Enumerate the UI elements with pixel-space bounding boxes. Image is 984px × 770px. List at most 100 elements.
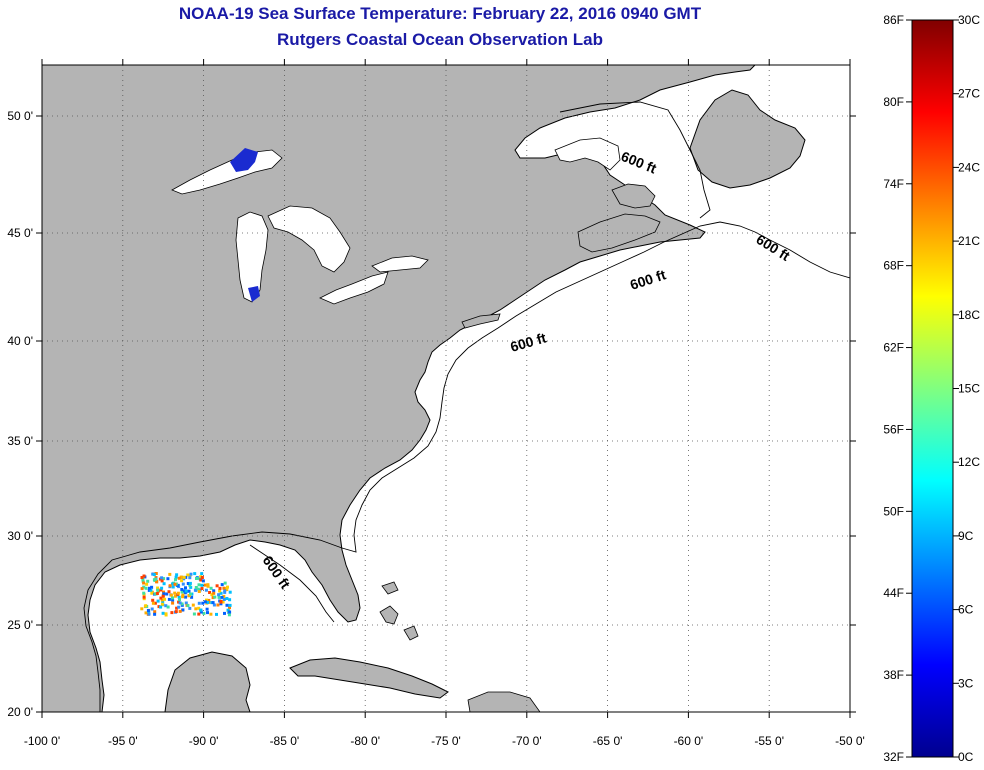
sst-pixel [180, 588, 184, 591]
sst-pixel [155, 579, 159, 583]
sst-pixel [141, 579, 145, 583]
sst-pixel [192, 612, 196, 616]
sst-pixel [184, 601, 188, 605]
sst-pixel [145, 582, 149, 586]
lon-tick-label: -80 0' [350, 734, 380, 748]
sst-pixel [153, 610, 157, 614]
sst-pixel [206, 611, 209, 615]
sst-pixel [160, 579, 164, 583]
colorbar-c-label: 0C [958, 750, 974, 764]
lat-tick-label: 25 0' [7, 618, 33, 632]
sst-pixel [191, 603, 195, 607]
sst-pixel [186, 582, 190, 585]
lon-tick-label: -60 0' [674, 734, 704, 748]
sst-pixel [225, 597, 229, 600]
sst-pixel [140, 587, 144, 591]
sst-pixel [219, 591, 223, 595]
lat-tick-label: 50 0' [7, 109, 33, 123]
sst-pixel [142, 585, 146, 589]
colorbar-f-label: 62F [883, 341, 904, 355]
sst-pixel [171, 582, 174, 586]
bahamas-land [379, 581, 419, 641]
sst-pixel [197, 583, 201, 587]
sst-pixel [153, 612, 157, 616]
sst-pixel [226, 608, 230, 612]
colorbar-f-label: 56F [883, 422, 904, 436]
sst-pixel [225, 587, 228, 590]
sst-pixel [187, 589, 191, 593]
sst-pixel [161, 611, 165, 615]
sst-pixel [178, 609, 182, 613]
sst-pixel [202, 611, 206, 615]
sst-pixel [201, 601, 205, 605]
sst-pixel [168, 584, 172, 588]
sst-pixel [215, 584, 219, 588]
sst-pixel [193, 588, 197, 592]
sst-pixel [213, 595, 217, 599]
colorbar-f-label: 74F [883, 177, 904, 191]
sst-pixel [197, 606, 201, 610]
lake-huron [267, 205, 351, 273]
sst-pixel [159, 588, 163, 592]
sst-pixel [189, 585, 193, 589]
sst-pixel [171, 598, 175, 602]
sst-pixel [171, 601, 175, 605]
colorbar-c-label: 18C [958, 308, 980, 322]
sst-pixel [183, 589, 186, 593]
isobath-600ft-gulf-north [249, 544, 335, 623]
lat-tick-label: 40 0' [7, 334, 33, 348]
colorbar-c-label: 21C [958, 234, 980, 248]
sst-pixel [156, 586, 160, 590]
colorbar-f-label: 32F [883, 750, 904, 764]
sst-pixel [186, 604, 190, 608]
sst-pixel [157, 605, 161, 609]
sst-pixel [162, 590, 165, 594]
sst-pixel [140, 576, 144, 579]
sst-pixel [222, 598, 226, 601]
nova-scotia-land [577, 213, 661, 253]
colorbar-c-label: 6C [958, 603, 974, 617]
colorbar-c-label: 30C [958, 13, 980, 27]
sst-pixel [181, 593, 185, 597]
sst-pixel [180, 579, 184, 583]
sst-pixel [160, 598, 164, 602]
sst-pixel [164, 604, 168, 608]
sst-pixel [162, 592, 166, 596]
sst-pixel [223, 611, 226, 615]
sst-pixel [199, 578, 203, 582]
sst-pixel [186, 573, 190, 577]
sst-pixel [195, 577, 199, 580]
sst-pixel [188, 576, 192, 580]
sst-pixel [160, 602, 164, 606]
lon-tick-label: -100 0' [24, 734, 60, 748]
sst-pixel [146, 609, 150, 612]
sst-pixel [173, 582, 177, 586]
sst-pixel [171, 585, 175, 589]
lake-michigan [235, 211, 269, 303]
sst-pixel [210, 593, 214, 597]
sst-pixel [154, 592, 158, 596]
sst-pixel [151, 572, 155, 576]
colorbar-c-label: 12C [958, 455, 980, 469]
sst-pixel [156, 599, 160, 603]
sst-pixel [209, 612, 213, 616]
colorbar-c-label: 9C [958, 529, 974, 543]
sst-pixel [180, 602, 184, 606]
colorbar-c-label: 27C [958, 87, 980, 101]
sst-pixel [194, 607, 198, 611]
lat-tick-label: 45 0' [7, 226, 33, 240]
sst-pixel [151, 601, 155, 605]
colorbar-celsius-labels: 30C 27C 24C 21C 18C 15C 12C 9C 6C 3C 0C [953, 13, 980, 764]
sst-pixel [182, 575, 186, 579]
map-subtitle: Rutgers Coastal Ocean Observation Lab [277, 30, 603, 49]
sst-pixel [154, 576, 158, 579]
sst-pixel [227, 613, 231, 617]
sst-pixel [218, 586, 222, 590]
sst-pixel [188, 606, 192, 610]
sst-pixel [205, 583, 209, 587]
sst-pixel [142, 581, 146, 585]
sst-pixel [223, 590, 227, 594]
sst-pixel [205, 607, 209, 611]
sst-pixel [159, 596, 163, 600]
sst-pixel [217, 593, 221, 597]
